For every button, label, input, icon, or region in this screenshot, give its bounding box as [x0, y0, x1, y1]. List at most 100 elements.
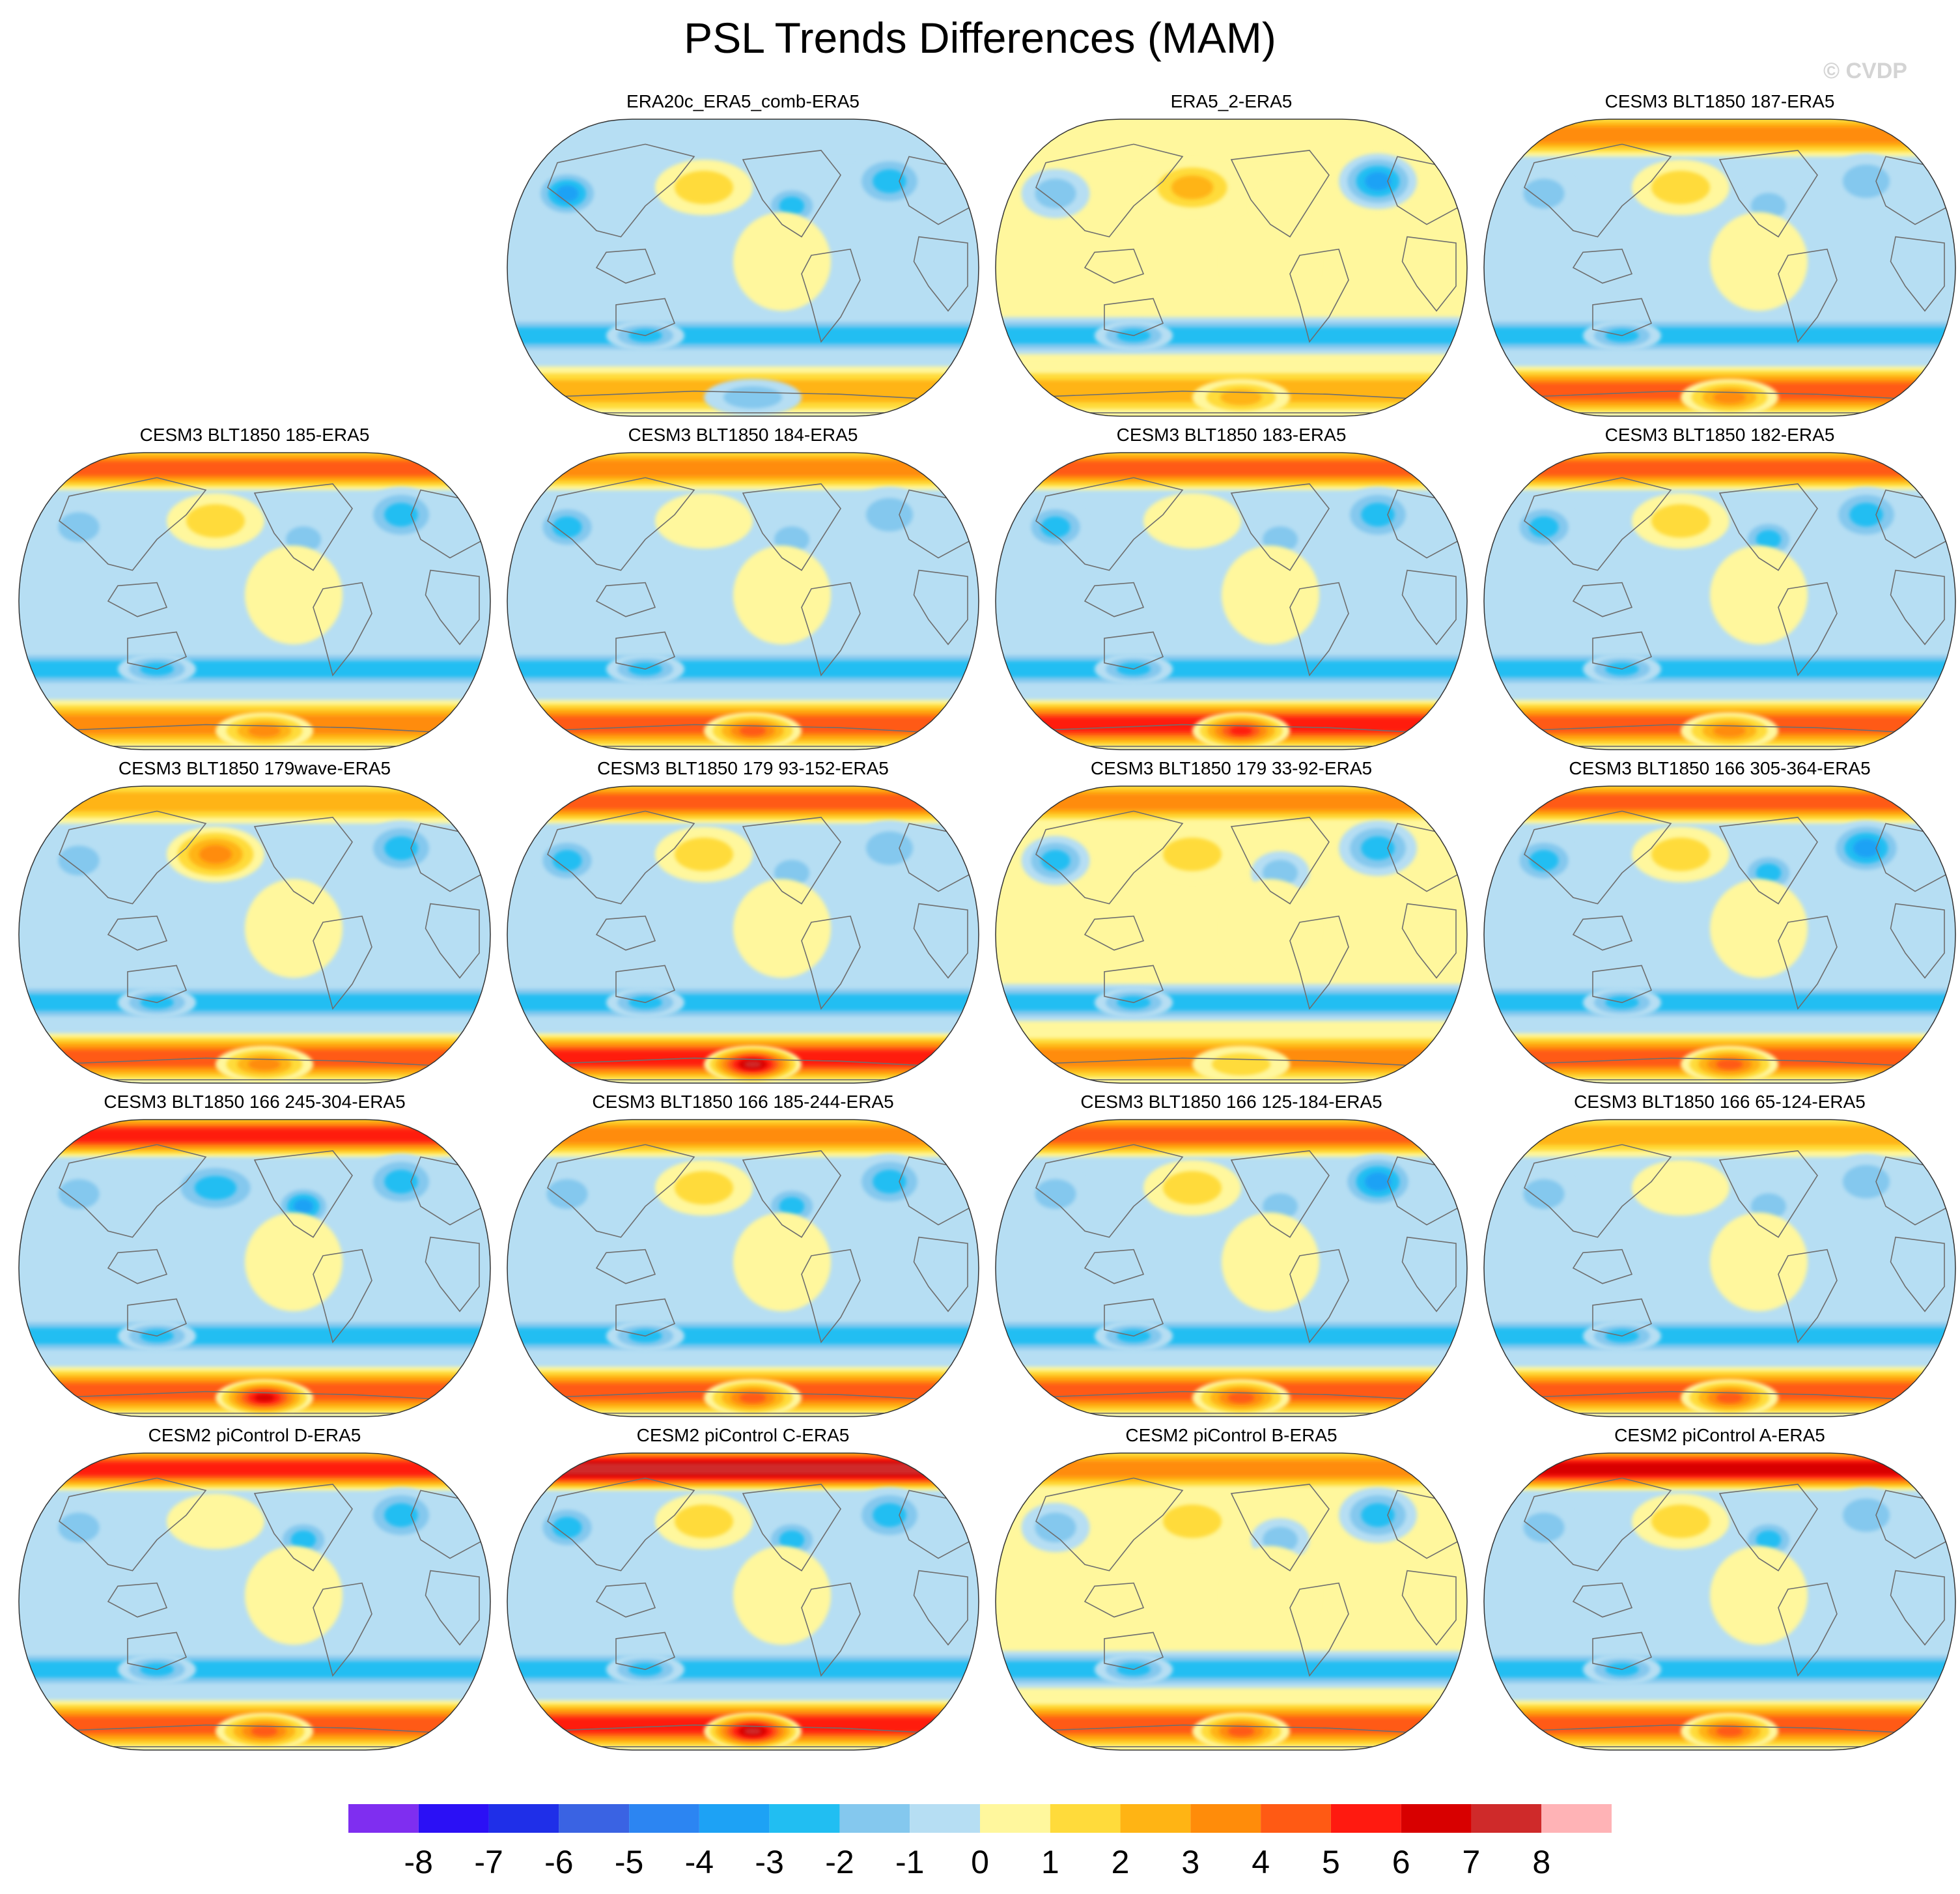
- coastline: [127, 1632, 188, 1671]
- coastline: [1401, 1236, 1457, 1312]
- panel-title: CESM2 piControl B-ERA5: [1125, 1425, 1337, 1445]
- coastline: [595, 1582, 656, 1618]
- asia-anomaly: [58, 845, 100, 875]
- field-layer: [996, 1120, 1467, 1417]
- north-atlantic-anomaly: [1361, 502, 1395, 527]
- southern-midlat-band: [1484, 327, 1955, 344]
- east-pacific-anomaly: [1710, 1546, 1808, 1645]
- north-pacific-anomaly: [1651, 171, 1710, 205]
- antarctic-anomaly: [744, 1061, 762, 1068]
- coastline: [127, 965, 188, 1004]
- east-pacific-anomaly: [1710, 879, 1808, 978]
- colorbar-box: [1050, 1804, 1121, 1833]
- antarctic-anomaly: [739, 1392, 766, 1403]
- figure-title: PSL Trends Differences (MAM): [684, 14, 1276, 62]
- north-polar-band: [996, 1460, 1467, 1477]
- north-pacific-anomaly: [1143, 493, 1241, 549]
- psl-trend-map: [507, 452, 979, 750]
- antarctic-anomaly: [1227, 1392, 1255, 1403]
- map-panel: CESM3 BLT1850 166 125-184-ERA5: [987, 1090, 1476, 1422]
- colorbar-box: [559, 1804, 630, 1833]
- coastline: [742, 1150, 841, 1238]
- east-pacific-anomaly: [1222, 212, 1319, 311]
- southern-midlat-band: [19, 994, 490, 1011]
- field-layer: [1484, 453, 1955, 750]
- coastline: [1718, 817, 1818, 905]
- coastline: [1890, 1236, 1945, 1312]
- coastline: [59, 1144, 207, 1238]
- coastline: [1289, 582, 1349, 677]
- coastline: [1230, 1150, 1330, 1238]
- north-polar-band: [1484, 1125, 1955, 1145]
- coastline: [1230, 483, 1330, 571]
- north-atlantic-anomaly: [384, 836, 418, 860]
- colorbar-tick-label: 7: [1463, 1844, 1481, 1880]
- psl-trend-map: [18, 1119, 491, 1417]
- coastline: [1401, 236, 1457, 312]
- north-atlantic-anomaly: [384, 1169, 418, 1194]
- north-america-anomaly: [294, 1199, 313, 1214]
- coastline: [1401, 1570, 1457, 1646]
- colorbar-tick-label: 0: [971, 1844, 989, 1880]
- asia-anomaly: [552, 516, 582, 538]
- north-pacific-anomaly: [655, 493, 753, 549]
- map-outline: [507, 1452, 979, 1751]
- coastline: [595, 915, 656, 951]
- antarctic-anomaly: [1229, 726, 1253, 735]
- north-polar-band: [507, 795, 979, 810]
- map-panel: CESM3 BLT1850 179 33-92-ERA5: [987, 757, 1476, 1089]
- southern-midlat-band: [1484, 1327, 1955, 1344]
- field-layer: [19, 786, 490, 1083]
- panel-title: CESM3 BLT1850 187-ERA5: [1604, 91, 1835, 111]
- map-outline: [1483, 785, 1956, 1084]
- antarctic-anomaly: [744, 1728, 762, 1735]
- north-pacific-anomaly: [167, 1493, 264, 1549]
- antarctic-anomaly: [1716, 1726, 1743, 1736]
- coastline: [742, 483, 841, 571]
- antarctic-anomaly: [1220, 389, 1263, 406]
- coastline: [615, 298, 676, 337]
- east-pacific-anomaly: [245, 1546, 343, 1645]
- north-pacific-anomaly: [1651, 504, 1710, 538]
- map-panel: CESM2 piControl B-ERA5: [987, 1424, 1476, 1756]
- asia-anomaly: [1523, 178, 1565, 208]
- coastline: [59, 810, 207, 905]
- coastline: [1230, 1484, 1330, 1572]
- map-outline: [18, 1119, 491, 1417]
- asia-anomaly: [1529, 849, 1559, 871]
- colorbar-box: [980, 1804, 1050, 1833]
- southern-midlat-band: [1484, 994, 1955, 1011]
- north-polar-band: [507, 119, 979, 157]
- east-pacific-anomaly: [1710, 212, 1808, 311]
- psl-trend-map: [995, 785, 1468, 1084]
- colorbar-box: [1190, 1804, 1261, 1833]
- coastline: [547, 810, 695, 905]
- coastline: [107, 915, 168, 951]
- map-panel: CESM3 BLT1850 184-ERA5: [499, 423, 987, 756]
- north-polar-band: [507, 460, 979, 477]
- coastline: [1289, 248, 1349, 343]
- coastline: [801, 915, 861, 1010]
- coastline: [801, 1249, 861, 1344]
- north-atlantic-anomaly: [384, 502, 418, 527]
- coastline: [801, 582, 861, 677]
- colorbar-tick-label: -7: [474, 1844, 503, 1880]
- north-polar-band: [19, 792, 490, 812]
- coastline: [1524, 477, 1672, 571]
- north-polar-band: [1484, 795, 1955, 810]
- field-layer: [1484, 119, 1955, 416]
- map-outline: [995, 785, 1468, 1084]
- east-pacific-anomaly: [245, 545, 343, 645]
- colorbar-box: [910, 1804, 980, 1833]
- coastline: [127, 1298, 188, 1337]
- map-outline: [1483, 1119, 1956, 1417]
- southern-midlat-band: [507, 1661, 979, 1678]
- coastline: [742, 1484, 841, 1572]
- psl-trend-map: [1483, 785, 1956, 1084]
- coastline: [425, 903, 480, 979]
- southern-midlat-band: [19, 660, 490, 677]
- map-panel: ERA20c_ERA5_comb-ERA5: [499, 90, 987, 422]
- asia-anomaly: [552, 1516, 582, 1538]
- coastline: [59, 477, 207, 571]
- southern-midlat-band: [996, 660, 1467, 677]
